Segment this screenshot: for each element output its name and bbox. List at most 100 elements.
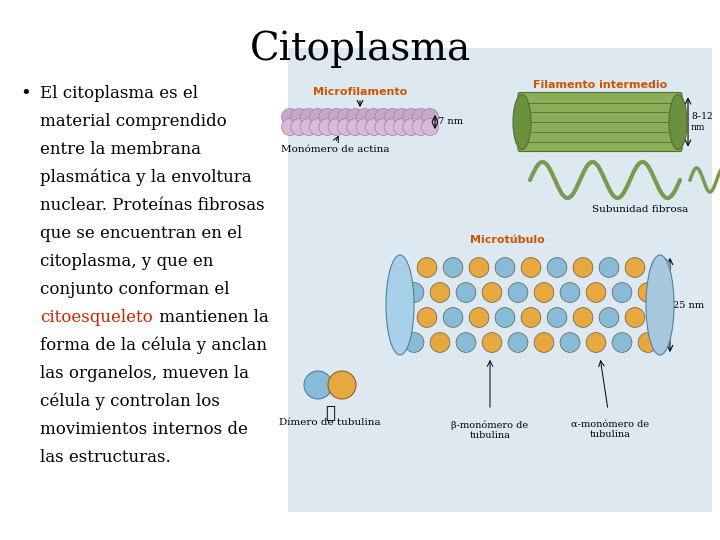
Text: movimientos internos de: movimientos internos de <box>40 421 248 438</box>
Text: nuclear. Proteínas fibrosas: nuclear. Proteínas fibrosas <box>40 197 265 214</box>
Circle shape <box>417 258 437 278</box>
Circle shape <box>338 109 354 125</box>
Circle shape <box>430 333 450 353</box>
Circle shape <box>599 308 619 327</box>
Circle shape <box>469 258 489 278</box>
Circle shape <box>304 371 332 399</box>
Text: Monómero de actina: Monómero de actina <box>281 145 390 154</box>
Ellipse shape <box>646 255 674 355</box>
Circle shape <box>402 118 420 136</box>
Circle shape <box>443 258 463 278</box>
Circle shape <box>356 109 373 125</box>
Circle shape <box>328 118 345 136</box>
Circle shape <box>638 333 658 353</box>
Circle shape <box>356 118 373 136</box>
Circle shape <box>319 109 336 125</box>
Circle shape <box>291 109 308 125</box>
Circle shape <box>443 308 463 327</box>
Circle shape <box>625 308 645 327</box>
Circle shape <box>534 282 554 302</box>
Text: Citoplasma: Citoplasma <box>249 30 471 68</box>
Circle shape <box>366 118 382 136</box>
Text: mantienen la: mantienen la <box>154 309 269 326</box>
Circle shape <box>412 109 429 125</box>
Circle shape <box>366 109 382 125</box>
Circle shape <box>282 118 299 136</box>
Ellipse shape <box>513 94 531 150</box>
Text: α-monómero de
tubulina: α-monómero de tubulina <box>571 420 649 440</box>
Text: El citoplasma es el: El citoplasma es el <box>40 85 198 102</box>
Text: material comprendido: material comprendido <box>40 113 227 130</box>
Circle shape <box>625 258 645 278</box>
Circle shape <box>404 333 424 353</box>
Circle shape <box>482 282 502 302</box>
Text: forma de la célula y anclan: forma de la célula y anclan <box>40 337 267 354</box>
Circle shape <box>310 109 326 125</box>
Text: plasmática y la envoltura: plasmática y la envoltura <box>40 169 251 186</box>
Circle shape <box>612 282 632 302</box>
Text: •: • <box>20 85 31 103</box>
Text: las estructuras.: las estructuras. <box>40 449 171 466</box>
Text: Dímero de tubulina: Dímero de tubulina <box>279 418 381 427</box>
Text: citoplasma, y que en: citoplasma, y que en <box>40 253 213 270</box>
Text: ⎵: ⎵ <box>325 404 335 422</box>
Circle shape <box>573 308 593 327</box>
Circle shape <box>394 118 410 136</box>
Text: Microtúbulo: Microtúbulo <box>470 235 545 245</box>
FancyBboxPatch shape <box>288 48 712 512</box>
FancyBboxPatch shape <box>518 92 682 152</box>
Circle shape <box>651 308 671 327</box>
Circle shape <box>375 109 392 125</box>
Text: Microfilamento: Microfilamento <box>313 87 407 97</box>
Circle shape <box>651 258 671 278</box>
Circle shape <box>384 109 401 125</box>
Circle shape <box>412 118 429 136</box>
Circle shape <box>430 282 450 302</box>
Text: Subunidad fibrosa: Subunidad fibrosa <box>592 205 688 214</box>
Circle shape <box>375 118 392 136</box>
Text: que se encuentran en el: que se encuentran en el <box>40 225 242 242</box>
Circle shape <box>547 258 567 278</box>
Circle shape <box>384 118 401 136</box>
Circle shape <box>456 333 476 353</box>
Circle shape <box>310 118 326 136</box>
Text: conjunto conforman el: conjunto conforman el <box>40 281 230 298</box>
Text: entre la membrana: entre la membrana <box>40 141 201 158</box>
Circle shape <box>417 308 437 327</box>
Text: Filamento intermedio: Filamento intermedio <box>533 80 667 90</box>
Text: 8–12
nm: 8–12 nm <box>691 112 713 132</box>
Circle shape <box>508 282 528 302</box>
Ellipse shape <box>669 94 687 150</box>
Circle shape <box>328 109 345 125</box>
Circle shape <box>586 282 606 302</box>
Circle shape <box>560 333 580 353</box>
Circle shape <box>469 308 489 327</box>
Circle shape <box>534 333 554 353</box>
Circle shape <box>404 282 424 302</box>
Circle shape <box>421 109 438 125</box>
Circle shape <box>612 333 632 353</box>
Circle shape <box>521 258 541 278</box>
Text: 7 nm: 7 nm <box>438 118 463 126</box>
Circle shape <box>521 308 541 327</box>
Text: β-monómero de
tubulina: β-monómero de tubulina <box>451 420 528 440</box>
Text: α: α <box>339 381 345 389</box>
Circle shape <box>282 109 299 125</box>
Circle shape <box>456 282 476 302</box>
Circle shape <box>347 118 364 136</box>
Text: citoesqueleto: citoesqueleto <box>40 309 153 326</box>
Text: las organelos, mueven la: las organelos, mueven la <box>40 365 249 382</box>
Circle shape <box>495 258 515 278</box>
Circle shape <box>495 308 515 327</box>
Circle shape <box>328 371 356 399</box>
Circle shape <box>638 282 658 302</box>
Ellipse shape <box>386 255 414 355</box>
Circle shape <box>347 109 364 125</box>
Circle shape <box>560 282 580 302</box>
Circle shape <box>421 118 438 136</box>
Text: β: β <box>315 381 320 389</box>
Circle shape <box>300 118 318 136</box>
Circle shape <box>394 109 410 125</box>
Circle shape <box>319 118 336 136</box>
Circle shape <box>300 109 318 125</box>
